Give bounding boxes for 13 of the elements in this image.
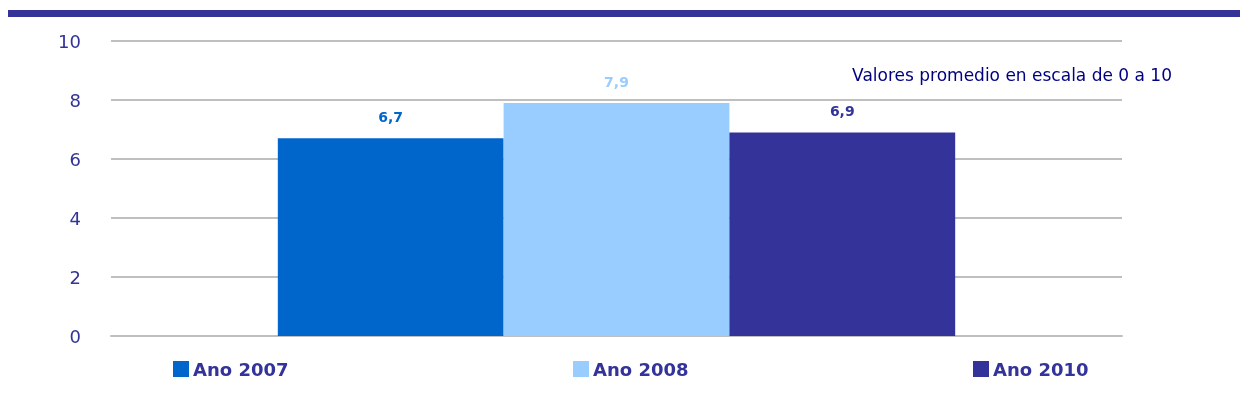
y-tick-label: 8 <box>69 89 81 111</box>
annotation: Valores promedio en escala de 0 a 10 <box>852 64 1172 85</box>
data-label: 6,9 <box>829 103 855 120</box>
y-tick-label: 6 <box>69 148 81 170</box>
legend-label: Ano 2010 <box>993 358 1089 380</box>
data-label: 7,9 <box>604 73 629 90</box>
data-label: 6,7 <box>378 109 404 126</box>
y-tick-label: 0 <box>69 325 81 347</box>
y-tick-label: 4 <box>69 207 81 229</box>
legend-label: Ano 2008 <box>593 358 689 380</box>
y-tick-label: 2 <box>69 266 81 288</box>
y-tick-label: 10 <box>58 30 81 52</box>
legend-label: Ano 2007 <box>193 358 289 380</box>
